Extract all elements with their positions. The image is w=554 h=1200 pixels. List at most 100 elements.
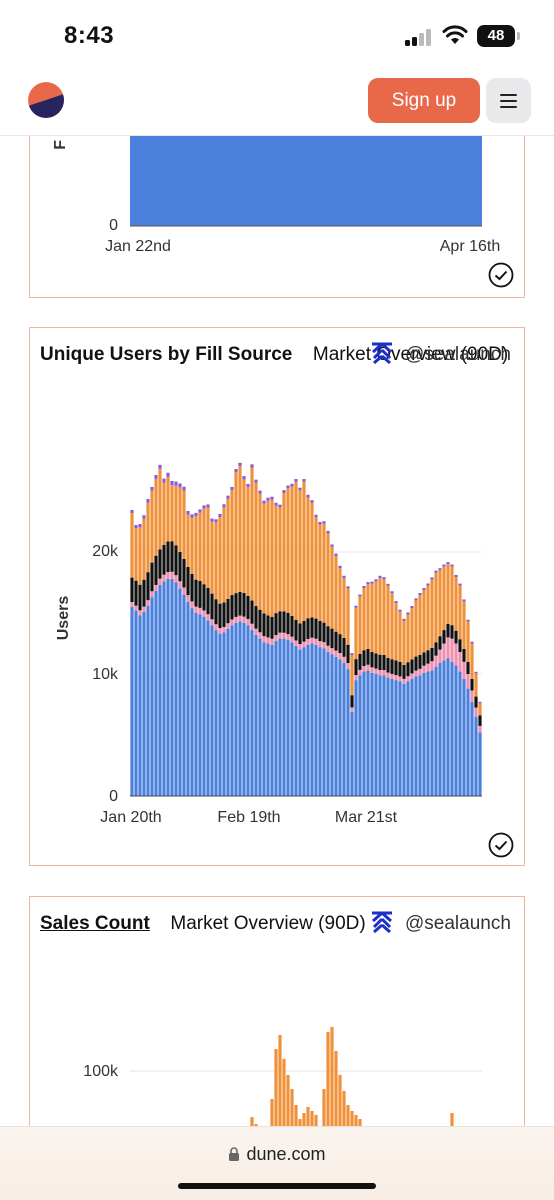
users-bar-segment (322, 521, 326, 524)
users-bar-segment (398, 611, 402, 662)
users-bar-segment (466, 661, 470, 674)
users-bar-segment (182, 486, 186, 491)
users-bar-segment (378, 575, 382, 578)
users-bar-segment (326, 530, 330, 534)
users-bar-segment (298, 487, 302, 491)
users-bar-segment (458, 585, 462, 640)
users-bar-segment (370, 652, 374, 668)
users-bar-segment (382, 579, 386, 655)
users-bar-segment (318, 620, 322, 642)
users-bar-segment (166, 476, 170, 542)
users-bar-segment (374, 581, 378, 654)
users-bar-segment (150, 562, 154, 592)
chart-users-author[interactable]: @sealaunch (405, 344, 511, 365)
users-bar-segment (286, 488, 290, 613)
users-bar-segment (142, 515, 146, 519)
users-bar-segment (450, 564, 454, 567)
users-bar-segment (430, 661, 434, 671)
users-bar-segment (210, 593, 214, 620)
users-bar-segment (306, 638, 310, 645)
users-bar-segment (450, 566, 454, 626)
users-bar-segment (438, 663, 442, 796)
url-display[interactable]: dune.com (0, 1144, 554, 1165)
chart-sales-author[interactable]: @sealaunch (405, 913, 511, 934)
users-bar-segment (310, 637, 314, 644)
users-bar-segment (314, 618, 318, 639)
app-header: Sign up (0, 70, 554, 136)
lock-icon (229, 1147, 240, 1161)
users-bar-segment (358, 653, 362, 670)
users-bar-segment (330, 654, 334, 796)
users-bar-segment (350, 711, 354, 796)
dune-logo[interactable] (28, 82, 64, 118)
users-bar-segment (146, 605, 150, 796)
users-bar-segment (158, 584, 162, 796)
users-bar-segment (150, 486, 154, 491)
users-bar-segment (438, 636, 442, 650)
users-bar-segment (330, 544, 334, 547)
sales-bar (290, 1089, 294, 1147)
sales-bar (342, 1091, 346, 1147)
users-bar-segment (214, 630, 218, 796)
users-bar-segment (354, 674, 358, 681)
users-bar-segment (414, 598, 418, 601)
users-bar-segment (334, 656, 338, 796)
users-y-tick-10k: 10k (92, 666, 119, 683)
users-bar-segment (302, 620, 306, 642)
sealaunch-logo-icon (372, 911, 392, 933)
users-bar-segment (346, 588, 350, 645)
users-bar-segment (214, 599, 218, 625)
users-bar-segment (162, 482, 166, 545)
users-bar-segment (290, 615, 294, 637)
users-bar-segment (278, 611, 282, 633)
users-bar-segment (298, 490, 302, 624)
users-bar-segment (358, 594, 362, 597)
users-bar-segment (230, 490, 234, 596)
chart-users-title-main[interactable]: Unique Users by Fill Source (40, 344, 293, 365)
users-bar-segment (314, 517, 318, 619)
users-bar-segment (334, 631, 338, 651)
users-bar-segment (282, 493, 286, 612)
users-bar-segment (262, 636, 266, 643)
users-bar-segment (278, 504, 282, 508)
users-bar-segment (230, 625, 234, 796)
sales-bar (286, 1075, 290, 1147)
users-bar-segment (198, 512, 202, 582)
users-bar-segment (202, 505, 206, 509)
users-bar-segment (178, 581, 182, 589)
users-bar-segment (378, 654, 382, 670)
users-bar-segment (302, 479, 306, 482)
users-bar-segment (446, 658, 450, 796)
status-bar: 8:43 48 (0, 0, 554, 70)
users-bar-segment (254, 634, 258, 796)
users-bar-segment (366, 584, 370, 649)
users-bar-segment (162, 478, 166, 483)
users-bar-segment (142, 518, 146, 580)
users-bar-segment (282, 638, 286, 796)
users-bar-segment (266, 615, 270, 638)
chart-card-users: Unique Users by Fill Source Market Overv… (29, 327, 525, 866)
users-bar-segment (374, 674, 378, 796)
users-bar-segment (390, 678, 394, 796)
sign-up-button[interactable]: Sign up (368, 78, 480, 123)
users-x-tick-feb: Feb 19th (217, 809, 280, 826)
users-bar-segment (218, 516, 222, 604)
users-bar-segment (270, 496, 274, 500)
sales-bar (282, 1059, 286, 1147)
users-bar-segment (238, 615, 242, 622)
users-bar-segment (294, 640, 298, 646)
users-bar-segment (138, 524, 142, 528)
users-bar-segment (190, 601, 194, 609)
browser-address-bar[interactable]: dune.com (0, 1126, 554, 1200)
hamburger-menu-icon[interactable] (486, 78, 531, 123)
users-bar-segment (446, 637, 450, 659)
users-bar-segment (170, 571, 174, 579)
users-bar-segment (274, 505, 278, 614)
users-bar-segment (262, 503, 266, 614)
users-bar-segment (394, 675, 398, 681)
users-bar-segment (350, 654, 354, 696)
users-bar-segment (178, 487, 182, 552)
users-bar-segment (402, 620, 406, 665)
sales-count-link[interactable]: Sales Count (40, 913, 150, 934)
users-bar-segment (178, 588, 182, 796)
